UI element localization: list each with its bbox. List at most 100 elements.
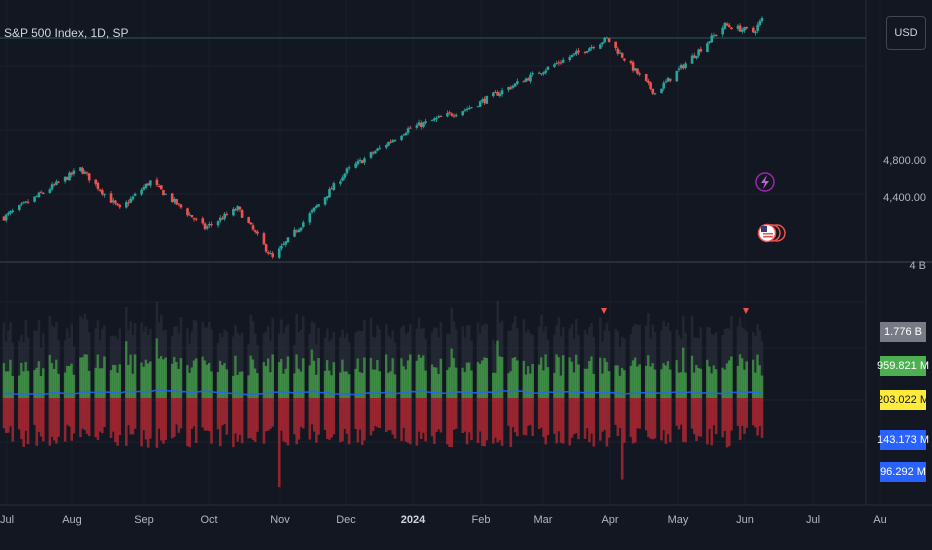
- volume-bar: [155, 301, 159, 448]
- volume-bar: [238, 335, 242, 435]
- price-candle: [363, 156, 366, 165]
- volume-bar: [190, 331, 194, 429]
- volume-bar: [323, 337, 327, 430]
- volume-bar: [205, 327, 209, 431]
- volume-bar: [341, 329, 344, 442]
- price-candle: [690, 53, 694, 64]
- volume-bar: [721, 335, 724, 438]
- price-candle: [96, 181, 100, 191]
- volume-bar: [9, 322, 12, 427]
- price-candle: [389, 139, 392, 144]
- price-candle: [271, 251, 274, 259]
- price-candle: [83, 170, 87, 175]
- volume-bar: [391, 330, 395, 435]
- volume-bar: [559, 336, 563, 443]
- us-flag-event-icon[interactable]: [757, 223, 786, 243]
- volume-bar: [470, 340, 473, 441]
- volume-bar: [234, 325, 237, 434]
- time-label: Oct: [200, 514, 218, 526]
- price-candle: [387, 141, 390, 147]
- volume-bar: [544, 326, 548, 445]
- volume-bar: [417, 317, 421, 432]
- price-candle: [531, 71, 534, 77]
- volume-bar: [144, 326, 148, 440]
- price-candle: [461, 110, 465, 117]
- volume-bar: [741, 327, 744, 426]
- volume-bar: [129, 321, 132, 435]
- volume-bar: [98, 340, 102, 432]
- value-badge-average-2: 96.292 M: [880, 462, 926, 482]
- volume-bar: [297, 332, 301, 440]
- price-candle: [262, 231, 266, 245]
- currency-button[interactable]: USD: [886, 16, 926, 50]
- volume-bar: [315, 344, 318, 443]
- price-candle: [11, 208, 15, 214]
- price-candle: [159, 185, 163, 190]
- price-candle: [127, 199, 130, 207]
- price-candle: [723, 22, 727, 31]
- price-candle: [48, 187, 52, 194]
- volume-bar: [299, 329, 303, 427]
- volume-bar: [249, 314, 253, 439]
- volume-bar: [714, 332, 718, 435]
- price-candle: [546, 66, 550, 71]
- volume-bar: [201, 321, 205, 428]
- volume-bar: [162, 330, 165, 444]
- price-candle: [221, 216, 224, 220]
- time-label: Nov: [270, 514, 290, 526]
- price-candle: [743, 26, 746, 33]
- price-candle: [601, 41, 604, 47]
- volume-bar: [330, 338, 333, 438]
- price-candle: [140, 188, 143, 196]
- price-candle: [114, 199, 117, 206]
- volume-bar: [404, 334, 408, 442]
- volume-bar: [422, 327, 425, 433]
- price-candle: [738, 23, 742, 32]
- volume-bar: [109, 336, 113, 438]
- price-candle: [218, 215, 222, 223]
- volume-bar: [343, 338, 347, 429]
- price-candle: [236, 205, 240, 212]
- price-candle: [323, 196, 327, 207]
- volume-bar: [577, 335, 580, 440]
- price-candle: [297, 228, 301, 233]
- volume-bar: [509, 330, 513, 448]
- price-candle: [634, 67, 637, 72]
- lightning-event-icon[interactable]: [755, 172, 775, 192]
- volume-bar: [424, 338, 427, 442]
- volume-bar: [33, 330, 36, 425]
- price-candle: [404, 131, 408, 136]
- volume-bar: [52, 327, 56, 441]
- volume-bar: [644, 325, 648, 431]
- price-candle: [85, 171, 89, 176]
- volume-bar: [585, 334, 589, 429]
- volume-bar: [20, 334, 23, 440]
- price-candle: [544, 68, 548, 75]
- price-candle: [476, 105, 480, 108]
- volume-bar: [570, 324, 574, 438]
- volume-bar: [111, 335, 115, 432]
- volume-bar: [636, 325, 639, 429]
- volume-bar: [638, 324, 641, 429]
- volume-bar: [607, 330, 611, 438]
- price-candle: [570, 54, 574, 58]
- volume-bar: [494, 344, 497, 438]
- volume-bar: [358, 330, 362, 430]
- price-candle: [572, 53, 576, 57]
- price-candle: [210, 221, 213, 228]
- price-candle: [22, 201, 25, 204]
- volume-bar: [277, 333, 281, 488]
- price-candles: [2, 16, 764, 260]
- price-candle: [664, 79, 668, 84]
- volume-bar: [94, 328, 98, 438]
- price-candle: [325, 196, 329, 201]
- price-candle: [177, 203, 181, 207]
- price-candle: [277, 246, 281, 260]
- volume-bar: [146, 334, 150, 448]
- price-candle: [710, 32, 714, 43]
- chart-title[interactable]: S&P 500 Index, 1D, SP: [4, 26, 129, 40]
- price-candle: [644, 73, 648, 83]
- volume-bar: [649, 338, 652, 439]
- price-candle: [87, 173, 91, 183]
